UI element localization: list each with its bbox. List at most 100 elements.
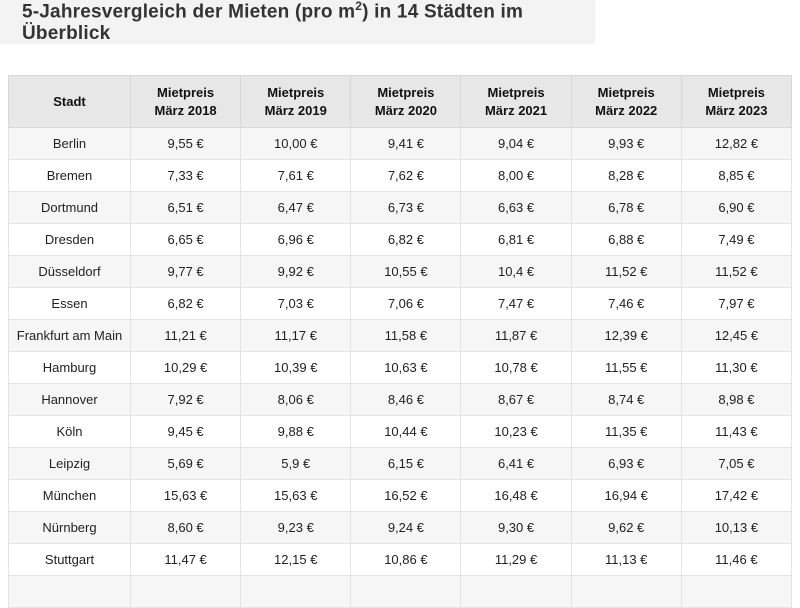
price-cell: 6,51 € [129, 191, 242, 225]
city-cell: München [8, 479, 131, 513]
price-cell: 10,55 € [350, 255, 462, 289]
price-cell: 11,43 € [680, 415, 793, 449]
title-band: 5-Jahresvergleich der Mieten (pro m2) in… [0, 0, 595, 44]
price-cell: 17,42 € [680, 479, 793, 513]
price-cell: 5,9 € [240, 447, 352, 481]
column-header-märz-2020: Mietpreis März 2020 [350, 74, 462, 129]
price-cell: 6,65 € [129, 223, 242, 257]
price-cell: 6,15 € [350, 447, 462, 481]
price-cell: 10,13 € [680, 511, 793, 545]
price-cell: 9,24 € [350, 511, 462, 545]
price-cell: 6,93 € [570, 447, 682, 481]
price-cell: 7,49 € [680, 223, 793, 257]
table-row: Leipzig 5,69 €5,9 €6,15 €6,41 €6,93 €7,05… [8, 447, 793, 481]
price-cell: 7,06 € [350, 287, 462, 321]
city-cell: Berlin [8, 127, 131, 161]
price-cell: 8,67 € [460, 383, 572, 417]
column-header-märz-2021: Mietpreis März 2021 [460, 74, 572, 129]
price-cell: 6,96 € [240, 223, 352, 257]
city-cell: Essen [8, 287, 131, 321]
price-cell: 7,62 € [350, 159, 462, 193]
price-cell: 8,46 € [350, 383, 462, 417]
price-cell: 10,29 € [129, 351, 242, 385]
rent-table-container: Stadt Mietpreis März 2018 Mietpreis März 201… [8, 74, 793, 608]
price-cell: 6,82 € [129, 287, 242, 321]
table-row: Dresden 6,65 €6,96 €6,82 €6,81 €6,88 €7,4… [8, 223, 793, 257]
price-cell: 9,88 € [240, 415, 352, 449]
column-header-märz-2023: Mietpreis März 2023 [680, 74, 793, 129]
table-row: Nürnberg 8,60 €9,23 €9,24 €9,30 €9,62 €10… [8, 511, 793, 545]
table-row: Bremen 7,33 €7,61 €7,62 €8,00 €8,28 €8,85… [8, 159, 793, 193]
table-row: Essen 6,82 €7,03 €7,06 €7,47 €7,46 €7,97 … [8, 287, 793, 321]
empty-cell [570, 575, 682, 608]
table-row: Düsseldorf 9,77 €9,92 €10,55 €10,4 €11,52… [8, 255, 793, 289]
price-cell: 10,63 € [350, 351, 462, 385]
price-cell: 12,15 € [240, 543, 352, 577]
price-cell: 10,39 € [240, 351, 352, 385]
price-cell: 8,06 € [240, 383, 352, 417]
price-cell: 8,85 € [680, 159, 793, 193]
table-header-row: Stadt Mietpreis März 2018 Mietpreis März 201… [8, 74, 793, 129]
city-cell: Hannover [8, 383, 131, 417]
city-cell: Bremen [8, 159, 131, 193]
price-cell: 8,60 € [129, 511, 242, 545]
price-cell: 11,52 € [570, 255, 682, 289]
column-header-märz-2019: Mietpreis März 2019 [240, 74, 352, 129]
price-cell: 7,03 € [240, 287, 352, 321]
empty-cell [460, 575, 572, 608]
table-row: Stuttgart 11,47 €12,15 €10,86 €11,29 €11,… [8, 543, 793, 577]
price-cell: 9,55 € [129, 127, 242, 161]
price-cell: 11,30 € [680, 351, 793, 385]
price-cell: 9,45 € [129, 415, 242, 449]
city-cell: Leipzig [8, 447, 131, 481]
column-header-city: Stadt [8, 74, 131, 129]
price-cell: 10,78 € [460, 351, 572, 385]
price-cell: 9,93 € [570, 127, 682, 161]
table-row: Berlin 9,55 €10,00 €9,41 €9,04 €9,93 €12,… [8, 127, 793, 161]
price-cell: 11,17 € [240, 319, 352, 353]
table-body: Berlin 9,55 €10,00 €9,41 €9,04 €9,93 €12,… [8, 127, 793, 608]
price-cell: 7,47 € [460, 287, 572, 321]
price-cell: 8,98 € [680, 383, 793, 417]
price-cell: 8,00 € [460, 159, 572, 193]
price-cell: 10,23 € [460, 415, 572, 449]
price-cell: 6,78 € [570, 191, 682, 225]
price-cell: 6,90 € [680, 191, 793, 225]
price-cell: 7,05 € [680, 447, 793, 481]
page-title-text: 5-Jahresvergleich der Mieten (pro m [22, 1, 356, 23]
city-cell: Stuttgart [8, 543, 131, 577]
page-title: 5-Jahresvergleich der Mieten (pro m2) in… [22, 0, 595, 45]
price-cell: 15,63 € [240, 479, 352, 513]
price-cell: 7,46 € [570, 287, 682, 321]
price-cell: 12,45 € [680, 319, 793, 353]
city-cell: Nürnberg [8, 511, 131, 545]
price-cell: 9,77 € [129, 255, 242, 289]
page-title-text-suffix: ) in 14 Städten im Überblick [22, 1, 524, 45]
price-cell: 11,58 € [350, 319, 462, 353]
table-row: Dortmund 6,51 €6,47 €6,73 €6,63 €6,78 €6,… [8, 191, 793, 225]
city-cell: Düsseldorf [8, 255, 131, 289]
price-cell: 12,39 € [570, 319, 682, 353]
empty-cell [8, 575, 131, 608]
price-cell: 9,92 € [240, 255, 352, 289]
price-cell: 16,48 € [460, 479, 572, 513]
price-cell: 9,62 € [570, 511, 682, 545]
table-row: Hannover 7,92 €8,06 €8,46 €8,67 €8,74 €8,… [8, 383, 793, 417]
table-header: Stadt Mietpreis März 2018 Mietpreis März 201… [8, 74, 793, 129]
price-cell: 10,86 € [350, 543, 462, 577]
price-cell: 9,41 € [350, 127, 462, 161]
price-cell: 7,61 € [240, 159, 352, 193]
price-cell: 10,00 € [240, 127, 352, 161]
table-row: München 15,63 €15,63 €16,52 €16,48 €16,94… [8, 479, 793, 513]
price-cell: 6,73 € [350, 191, 462, 225]
table-row: Köln 9,45 €9,88 €10,44 €10,23 €11,35 €11,… [8, 415, 793, 449]
empty-cell [350, 575, 462, 608]
city-cell: Dortmund [8, 191, 131, 225]
price-cell: 16,52 € [350, 479, 462, 513]
price-cell: 7,33 € [129, 159, 242, 193]
price-cell: 9,23 € [240, 511, 352, 545]
price-cell: 6,81 € [460, 223, 572, 257]
price-cell: 9,30 € [460, 511, 572, 545]
price-cell: 11,52 € [680, 255, 793, 289]
table-row: Hamburg 10,29 €10,39 €10,63 €10,78 €11,55… [8, 351, 793, 385]
